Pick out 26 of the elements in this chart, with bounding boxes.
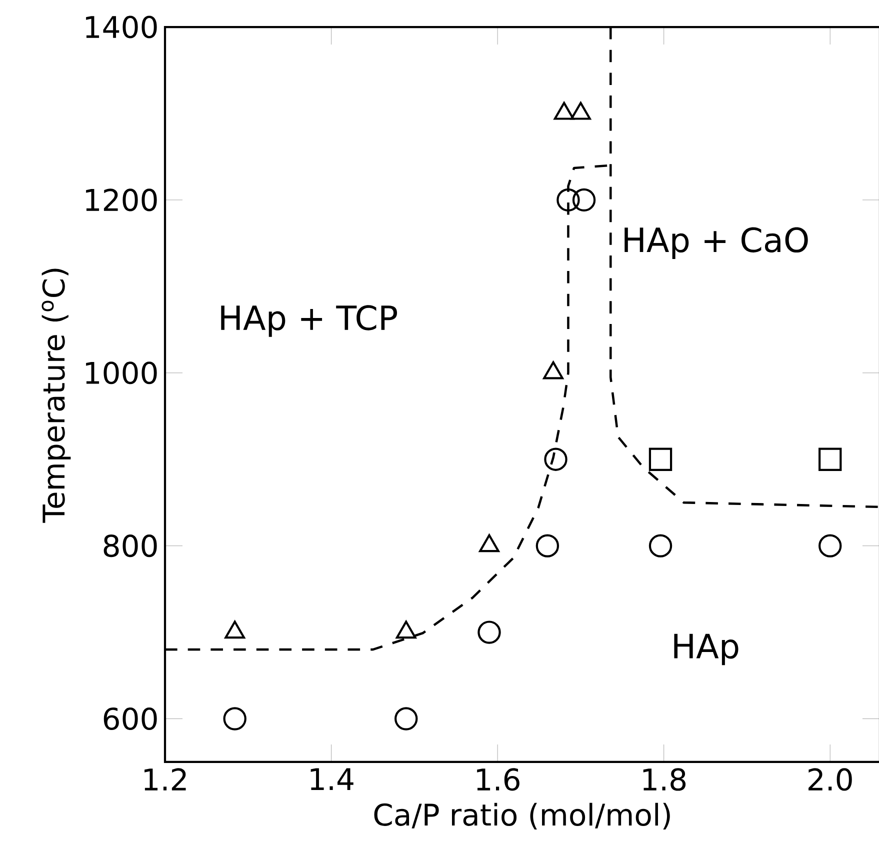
x-tick-label: 1.2 [144, 768, 186, 790]
point [818, 534, 842, 558]
point [572, 188, 596, 212]
point [648, 448, 672, 471]
annotation: HAp + CaO [624, 227, 808, 259]
y-tick-label: 1400 [86, 16, 157, 38]
annotation: HAp [674, 634, 738, 666]
point [223, 707, 246, 730]
x-axis-title: Ca/P ratio (mol/mol) [374, 802, 670, 830]
x-tick-label: 1.4 [310, 768, 354, 790]
y-tick-label: 1000 [86, 362, 157, 384]
y-tick-label: 600 [104, 707, 157, 730]
x-tick-label: 1.6 [477, 768, 520, 791]
x-tick-label: 2.0 [808, 768, 852, 791]
point [394, 707, 418, 730]
y-tick-label: 800 [104, 534, 157, 558]
point [556, 188, 580, 212]
point [478, 620, 501, 644]
point [648, 534, 672, 558]
point [544, 448, 568, 471]
point [536, 534, 560, 558]
point [818, 448, 842, 471]
y-axis-title: Temperature ($^{o}$C) [42, 268, 71, 523]
x-tick-label: 1.8 [643, 768, 686, 791]
annotation: HAp + TCP [221, 305, 398, 337]
y-tick-label: 1200 [86, 188, 157, 212]
